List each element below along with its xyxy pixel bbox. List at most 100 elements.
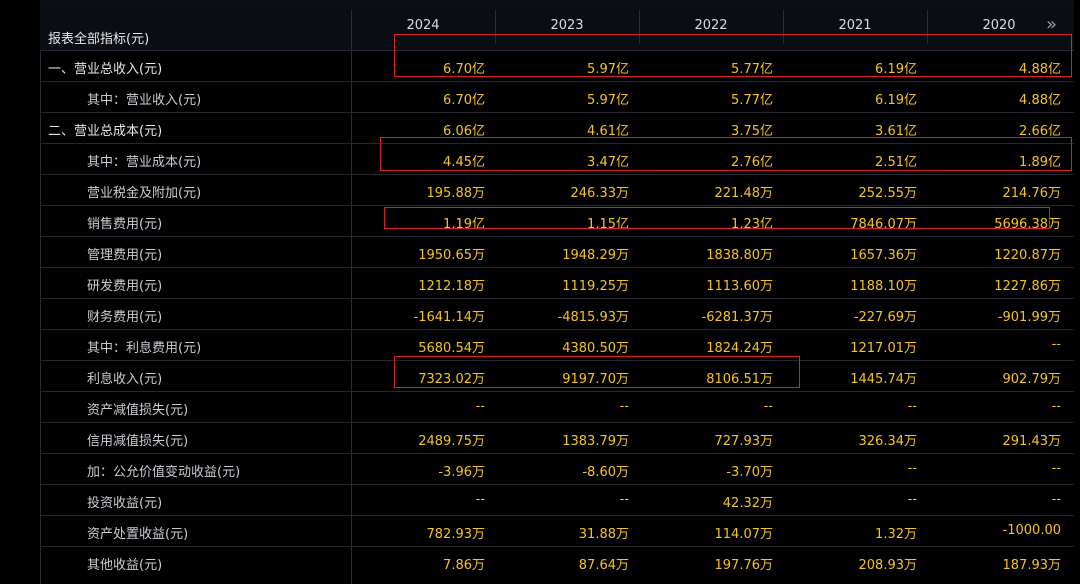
table-header <box>40 10 1074 50</box>
row-divider <box>40 453 1074 454</box>
value-cell: 8106.51万 <box>706 372 773 387</box>
value-cell: 114.07万 <box>714 527 774 542</box>
value-cell: -3.70万 <box>726 465 773 480</box>
value-cell: 1188.10万 <box>850 279 917 294</box>
row-label: 利息收入(元) <box>87 372 163 387</box>
value-cell: -1000.00 <box>1002 523 1061 538</box>
value-cell: 42.32万 <box>722 496 773 511</box>
highlight-box-total-revenue <box>394 34 1072 77</box>
value-cell: 1445.74万 <box>850 372 917 387</box>
value-cell: 1.32万 <box>875 527 917 542</box>
value-cell: 31.88万 <box>578 527 629 542</box>
highlight-box-operating-cost <box>380 137 1072 171</box>
value-cell: -227.69万 <box>853 310 917 325</box>
value-cell: 87.64万 <box>578 558 629 573</box>
value-cell: 2489.75万 <box>418 434 485 449</box>
value-cell: 197.76万 <box>714 558 774 573</box>
value-cell: 902.79万 <box>1002 372 1062 387</box>
highlight-box-interest-income <box>394 356 800 388</box>
value-cell: 4380.50万 <box>562 341 629 356</box>
row-label: 管理费用(元) <box>87 248 163 263</box>
row-label: 资产减值损失(元) <box>87 403 189 418</box>
row-label: 资产处置收益(元) <box>87 527 189 542</box>
value-cell: 1119.25万 <box>562 279 629 294</box>
value-cell: 4.88亿 <box>1019 62 1061 77</box>
value-cell: 4.45亿 <box>443 155 485 170</box>
value-cell: -- <box>907 492 917 507</box>
value-cell: -1641.14万 <box>413 310 485 325</box>
value-cell: -- <box>907 399 917 414</box>
year-divider <box>495 10 496 44</box>
row-divider <box>40 236 1074 237</box>
value-cell: 5.97亿 <box>587 93 629 108</box>
row-divider <box>40 360 1074 361</box>
value-cell: 2.66亿 <box>1019 124 1061 139</box>
value-cell: 1113.60万 <box>706 279 773 294</box>
value-cell: 4.88亿 <box>1019 93 1061 108</box>
value-cell: -- <box>1051 492 1061 507</box>
value-cell: -- <box>1051 399 1061 414</box>
row-label: 二、营业总成本(元) <box>48 124 163 139</box>
row-divider <box>40 391 1074 392</box>
row-divider <box>40 515 1074 516</box>
value-cell: 4.61亿 <box>587 124 629 139</box>
value-cell: 5.77亿 <box>731 93 773 108</box>
row-label: 其他收益(元) <box>87 558 163 573</box>
value-cell: 208.93万 <box>858 558 918 573</box>
double-chevron-right-icon[interactable]: » <box>1046 14 1058 35</box>
value-cell: 1824.24万 <box>706 341 773 356</box>
row-divider <box>40 50 1074 51</box>
value-cell: -- <box>475 399 485 414</box>
value-cell: 326.34万 <box>858 434 918 449</box>
value-cell: 1220.87万 <box>994 248 1061 263</box>
row-label: 信用减值损失(元) <box>87 434 189 449</box>
row-label: 加：公允价值变动收益(元) <box>87 465 241 480</box>
value-cell: 1950.65万 <box>418 248 485 263</box>
value-cell: 221.48万 <box>714 186 774 201</box>
value-cell: 9197.70万 <box>562 372 629 387</box>
value-cell: 1838.80万 <box>706 248 773 263</box>
row-label: 销售费用(元) <box>87 217 163 232</box>
row-label: 营业税金及附加(元) <box>87 186 202 201</box>
row-divider <box>40 546 1074 547</box>
year-header-2023[interactable]: 2023 <box>550 18 584 33</box>
year-divider <box>783 10 784 44</box>
value-cell: 187.93万 <box>1002 558 1062 573</box>
value-cell: 727.93万 <box>714 434 774 449</box>
value-cell: 6.70亿 <box>443 62 485 77</box>
value-cell: 3.61亿 <box>875 124 917 139</box>
row-divider <box>40 298 1074 299</box>
value-cell: -- <box>907 461 917 476</box>
value-cell: 6.19亿 <box>875 93 917 108</box>
header-label: 报表全部指标(元) <box>48 32 150 47</box>
value-cell: 246.33万 <box>570 186 630 201</box>
value-cell: 5.97亿 <box>587 62 629 77</box>
value-cell: -- <box>619 492 629 507</box>
row-divider <box>40 205 1074 206</box>
year-header-2022[interactable]: 2022 <box>694 18 728 33</box>
row-divider <box>40 267 1074 268</box>
value-cell: 3.47亿 <box>587 155 629 170</box>
value-cell: 291.43万 <box>1002 434 1062 449</box>
row-label: 一、营业总收入(元) <box>48 62 163 77</box>
value-cell: -901.99万 <box>997 310 1061 325</box>
value-cell: -- <box>475 492 485 507</box>
row-divider <box>40 422 1074 423</box>
value-cell: 3.75亿 <box>731 124 773 139</box>
value-cell: -- <box>619 399 629 414</box>
value-cell: -6281.37万 <box>701 310 773 325</box>
highlight-box-sales-expense <box>384 207 1050 229</box>
value-cell: 7323.02万 <box>418 372 485 387</box>
value-cell: 1.89亿 <box>1019 155 1061 170</box>
year-header-2020[interactable]: 2020 <box>982 18 1016 33</box>
row-divider <box>40 174 1074 175</box>
year-header-2024[interactable]: 2024 <box>406 18 440 33</box>
value-cell: 5.77亿 <box>731 62 773 77</box>
year-divider <box>639 10 640 44</box>
row-label: 财务费用(元) <box>87 310 163 325</box>
year-header-2021[interactable]: 2021 <box>838 18 872 33</box>
value-cell: 1212.18万 <box>418 279 485 294</box>
value-cell: -- <box>1051 461 1061 476</box>
value-cell: -3.96万 <box>438 465 485 480</box>
row-label: 投资收益(元) <box>87 496 163 511</box>
